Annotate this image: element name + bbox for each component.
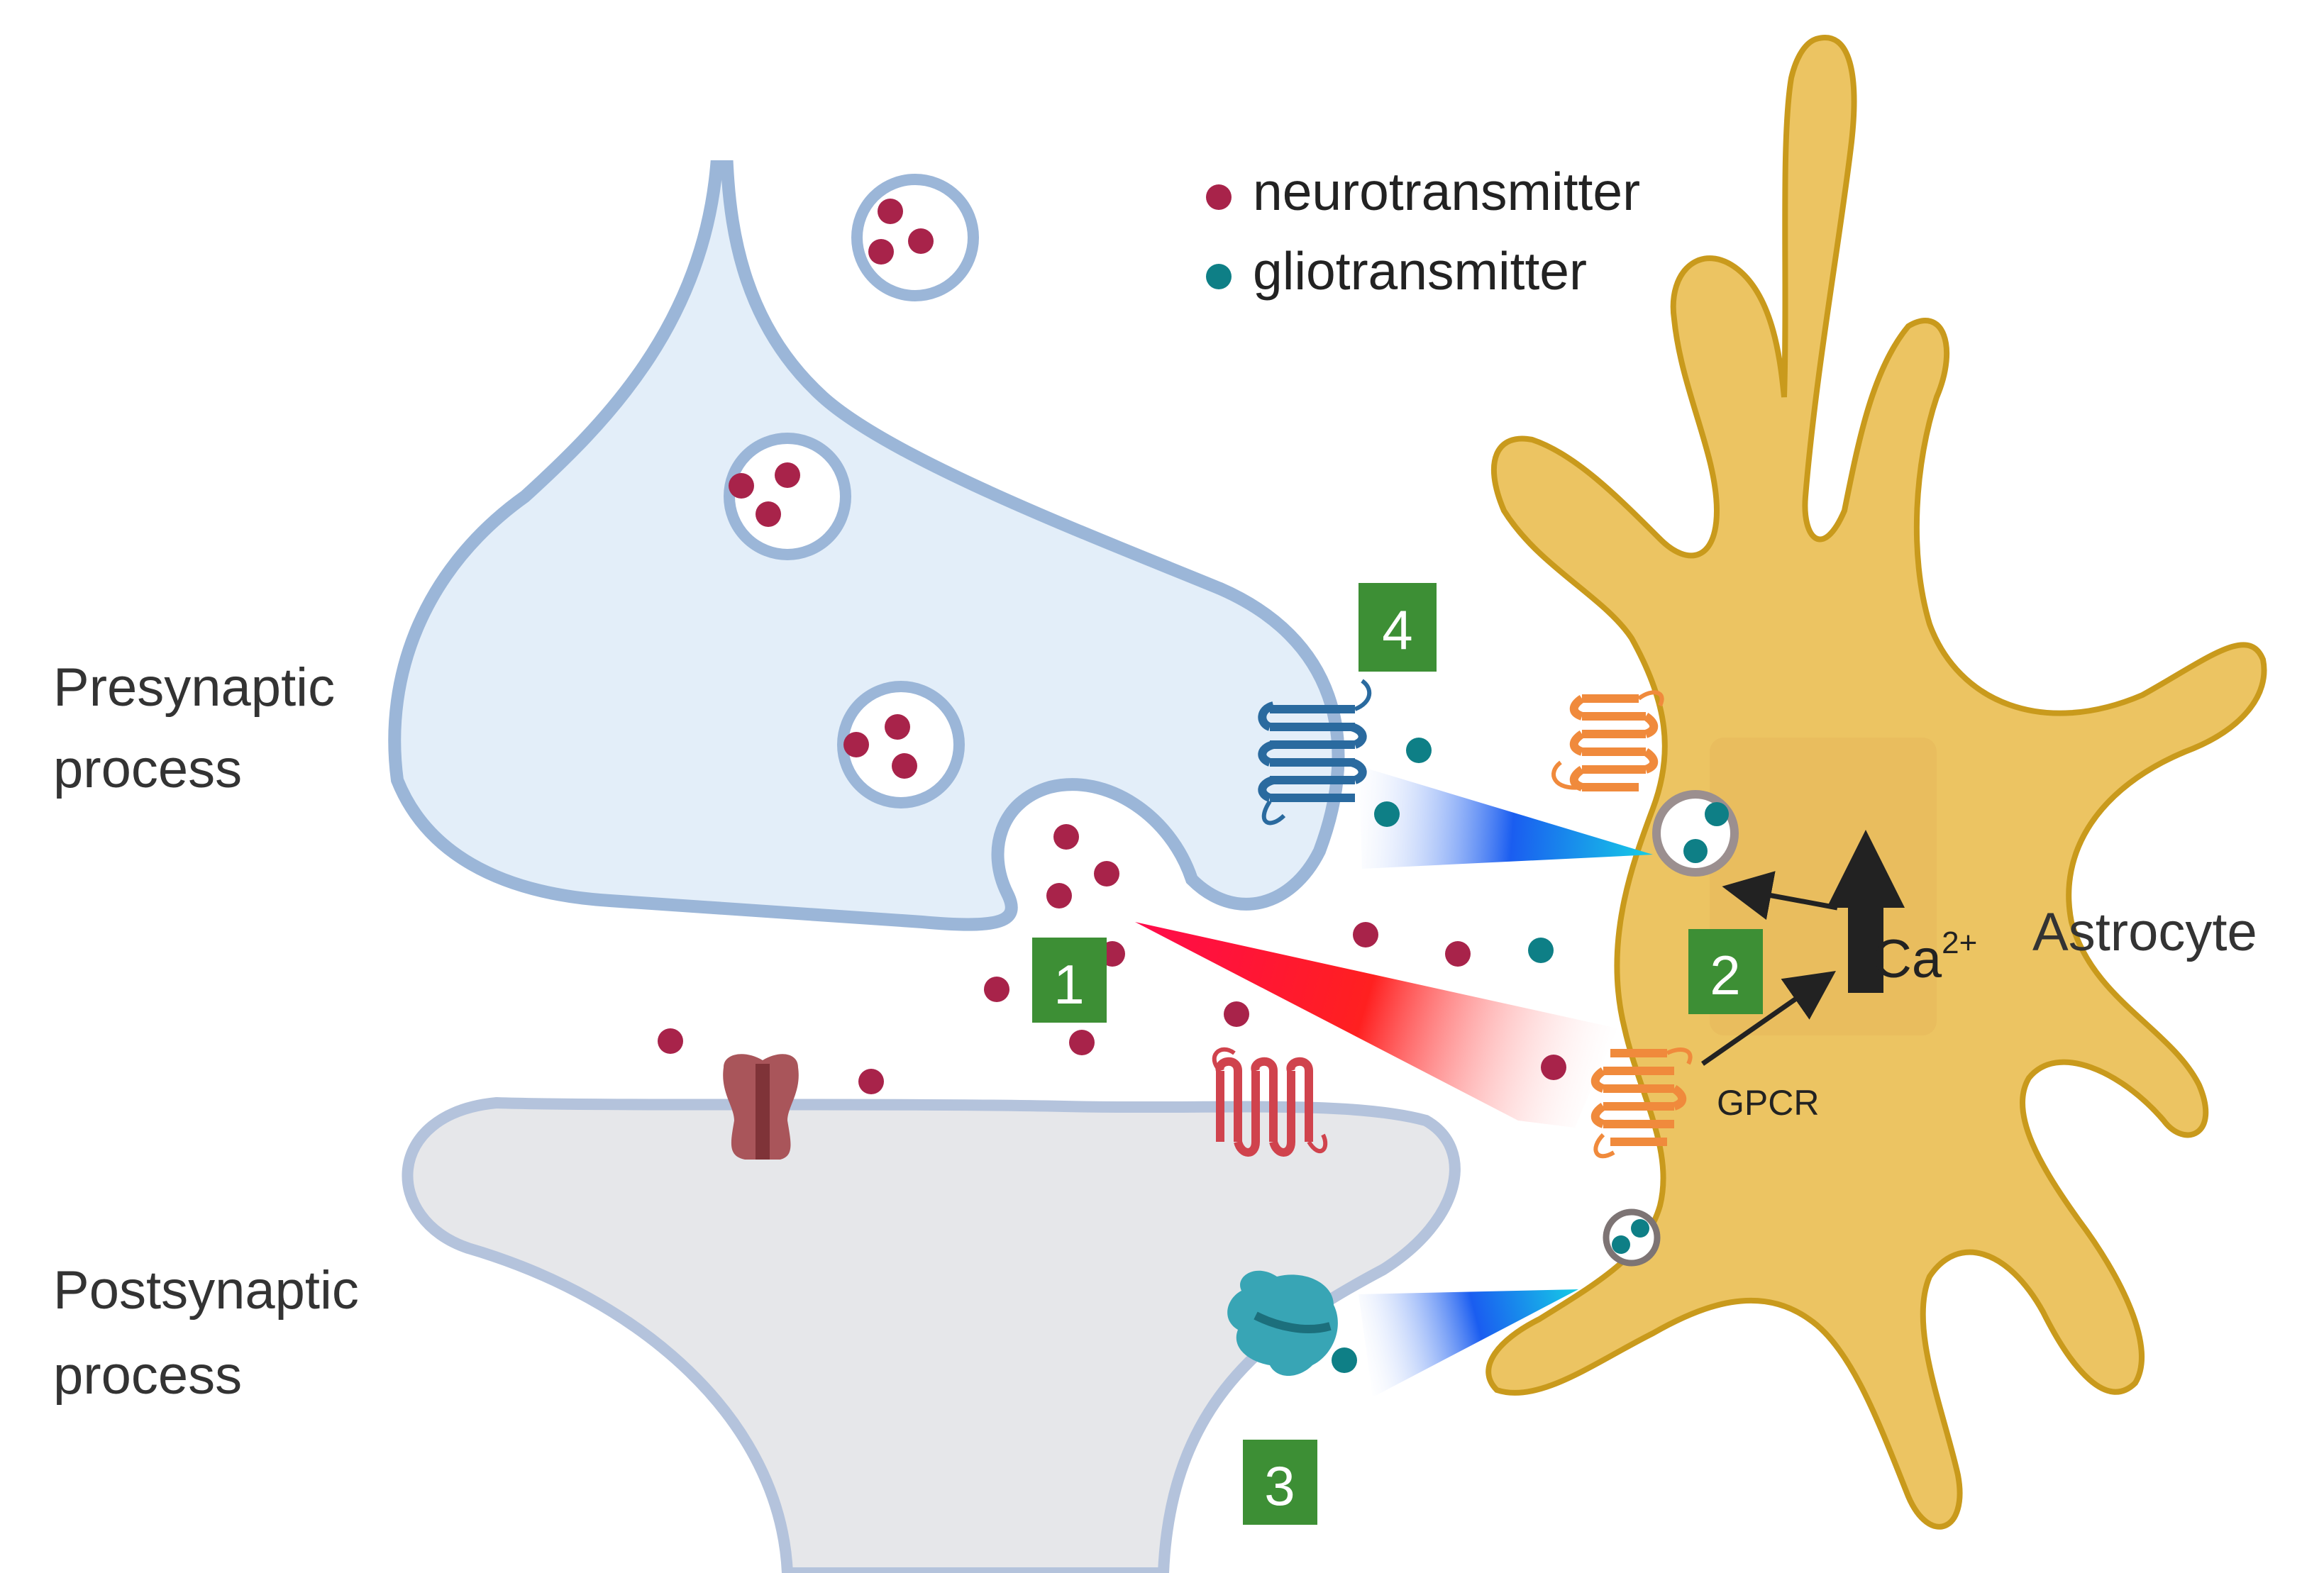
presynaptic-receptor-icon [1258, 679, 1372, 826]
step-box-4-label: 4 [1382, 599, 1412, 661]
calcium-label: Ca2+ [1873, 926, 1977, 989]
gliotransmitter-particles [1332, 738, 1554, 1373]
step-box-2: 2 [1688, 929, 1763, 1014]
gliotransmitter-signal-cone-presynaptic [1359, 766, 1653, 869]
gliotransmitter-legend-marker [1206, 264, 1232, 289]
synaptic-vesicle [724, 433, 851, 560]
presynaptic-label-line1: Presynaptic [53, 657, 335, 718]
neurotransmitter-signal-cone [1135, 922, 1617, 1128]
gpcr-label: GPCR [1717, 1083, 1819, 1123]
calcium-symbol: Ca [1873, 929, 1942, 989]
step-box-3-label: 3 [1264, 1455, 1295, 1517]
gliotransmitter-vesicle [1603, 1208, 1661, 1267]
astrocyte-label: Astrocyte [2032, 902, 2257, 962]
gliotransmitter-signal-cone-postsynaptic [1359, 1289, 1578, 1397]
synaptic-vesicle [851, 174, 979, 301]
postsynaptic-label-line1: Postsynaptic [53, 1260, 359, 1321]
step-box-4: 4 [1359, 583, 1437, 672]
step-box-2-label: 2 [1710, 944, 1740, 1006]
step-box-1: 1 [1032, 938, 1107, 1023]
calcium-charge: 2+ [1942, 926, 1977, 960]
gliotransmitter-vesicle [1652, 790, 1739, 877]
postsynaptic-label-line2: process [53, 1345, 242, 1406]
presynaptic-label-line2: process [53, 739, 242, 799]
postsynaptic-terminal [402, 1096, 1461, 1573]
astrocyte-gpcr-upper-icon [1551, 690, 1664, 791]
step-box-1-label: 1 [1053, 953, 1084, 1016]
gpcr-to-calcium-arrow [1700, 970, 1836, 1066]
postsynaptic-gpcr-icon [1212, 1047, 1328, 1157]
presynaptic-terminal [388, 160, 1345, 931]
neurotransmitter-legend-label: neurotransmitter [1253, 162, 1640, 221]
neurotransmitter-legend-marker [1206, 184, 1232, 210]
calcium-increase-arrow-icon [1827, 830, 1905, 993]
calcium-to-vesicle-arrow [1722, 871, 1838, 921]
step-box-3: 3 [1243, 1440, 1317, 1525]
astrocyte-gpcr-lower-icon [1590, 1047, 1693, 1159]
synaptic-vesicle [837, 681, 965, 808]
postsynaptic-gliotransmitter-receptor-icon [1227, 1270, 1338, 1376]
legend: neurotransmitter gliotransmitter [1206, 162, 1640, 301]
gliotransmitter-legend-label: gliotransmitter [1253, 241, 1587, 301]
postsynaptic-ion-channel-icon [723, 1054, 799, 1160]
